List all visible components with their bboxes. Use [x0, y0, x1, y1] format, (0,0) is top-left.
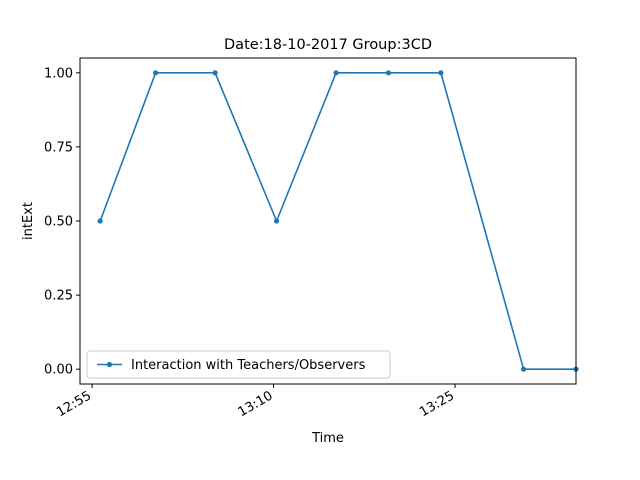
y-axis-label: intExt [21, 202, 36, 240]
chart-title: Date:18-10-2017 Group:3CD [224, 37, 432, 53]
x-axis-label: Time [311, 431, 344, 446]
legend-marker-swatch [106, 361, 113, 368]
data-point [520, 366, 527, 372]
legend-box [86, 350, 391, 379]
data-point [438, 70, 444, 76]
data-point [97, 218, 103, 224]
y-tick-label: 0.00 [44, 363, 73, 378]
y-tick-label: 0.25 [44, 289, 73, 304]
y-tick-label: 0.75 [44, 140, 73, 155]
data-point [273, 218, 280, 224]
legend: Interaction with Teachers/Observers [86, 350, 391, 379]
plot-frame [79, 57, 577, 385]
data-point [212, 70, 218, 76]
data-point [385, 70, 392, 76]
data-point [153, 70, 159, 76]
legend-label: Interaction with Teachers/Observers [131, 358, 366, 373]
y-tick-label: 1.00 [44, 66, 73, 81]
series-markers [97, 70, 579, 372]
y-tick-label: 0.50 [44, 215, 73, 230]
plot-area [80, 58, 576, 384]
data-point [333, 70, 339, 76]
